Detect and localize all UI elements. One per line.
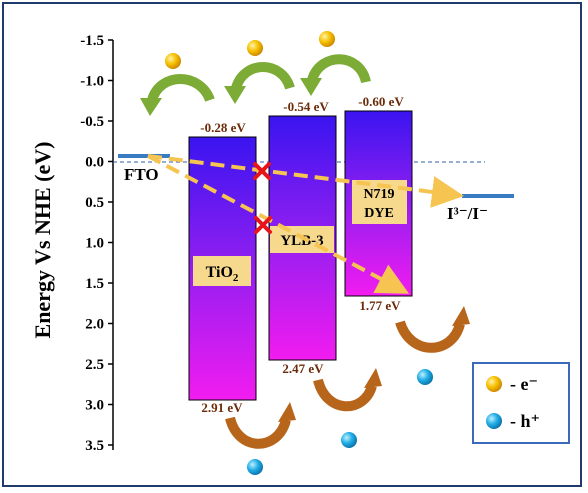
band-n719: -0.60 eV 1.77 eV N719 DYE <box>344 94 413 313</box>
y-tick-label: 1.0 <box>85 236 104 252</box>
legend-electron-icon <box>486 376 502 392</box>
brown-arrow-2 <box>313 368 382 412</box>
tio2-name-box <box>193 256 251 286</box>
green-arrow-1 <box>140 74 215 116</box>
green-arrow-3 <box>300 54 371 96</box>
hole-1 <box>247 459 263 475</box>
hole-3 <box>417 369 433 385</box>
y-axis: -1.5 -1.0 -0.5 0.0 0.5 1.0 1.5 2.0 2.5 3.0 3.5 Ene… <box>30 33 114 454</box>
tio2-vb-label: 2.91 eV <box>201 400 243 415</box>
y-tick-label: 3.5 <box>85 438 104 454</box>
fto-label: FTO <box>124 165 159 184</box>
blocked-transfer-cross-2 <box>254 216 272 234</box>
blocked-transfer-cross-1 <box>253 162 271 180</box>
y-axis-label: Energy Vs NHE (eV) <box>30 142 55 339</box>
figure-frame <box>2 2 582 487</box>
legend-hole-icon <box>486 413 502 429</box>
n719-cb-label: -0.60 eV <box>358 94 404 109</box>
electron-3 <box>319 31 335 47</box>
tio2-cb-label: -0.28 eV <box>200 120 246 135</box>
y-tick-label: -1.0 <box>80 74 104 90</box>
redox-label: I³⁻/I⁻ <box>447 204 488 223</box>
y-tick-label: 2.0 <box>85 317 104 333</box>
y-tick-label: 3.0 <box>85 398 104 414</box>
n719-vb-label: 1.77 eV <box>359 298 401 313</box>
y-tick-label: 0.5 <box>85 195 104 211</box>
ylb3-cb-label: -0.54 eV <box>283 99 329 114</box>
charge-transfer-arrows <box>147 154 464 294</box>
legend-electron-label: - e⁻ <box>510 374 538 394</box>
redox-level: I³⁻/I⁻ <box>447 194 514 223</box>
brown-arrow-3 <box>395 306 470 353</box>
n719-name-line1: N719 <box>363 187 394 202</box>
electron-2 <box>247 40 263 56</box>
n719-name-line2: DYE <box>364 206 394 221</box>
band-tio2: -0.28 eV 2.91 eV TiO2 <box>188 120 257 415</box>
legend: - e⁻ - h⁺ <box>472 362 570 444</box>
ylb3-name: YLB-3 <box>280 233 323 249</box>
brown-arrow-1 <box>225 402 296 449</box>
legend-hole-label: - h⁺ <box>510 411 540 431</box>
y-tick-label: -0.5 <box>80 114 104 130</box>
n719-name-box <box>352 180 407 224</box>
electron-1 <box>165 53 181 69</box>
y-tick-label: 0.0 <box>85 155 104 171</box>
y-tick-label: -1.5 <box>80 33 104 49</box>
tio2-name: TiO2 <box>206 264 239 284</box>
hole-2 <box>341 432 357 448</box>
ylb3-vb-label: 2.47 eV <box>282 361 324 376</box>
green-arrow-2 <box>224 62 295 104</box>
y-tick-label: 2.5 <box>85 357 104 373</box>
y-tick-label: 1.5 <box>85 276 104 292</box>
fto-level: FTO <box>118 154 170 184</box>
